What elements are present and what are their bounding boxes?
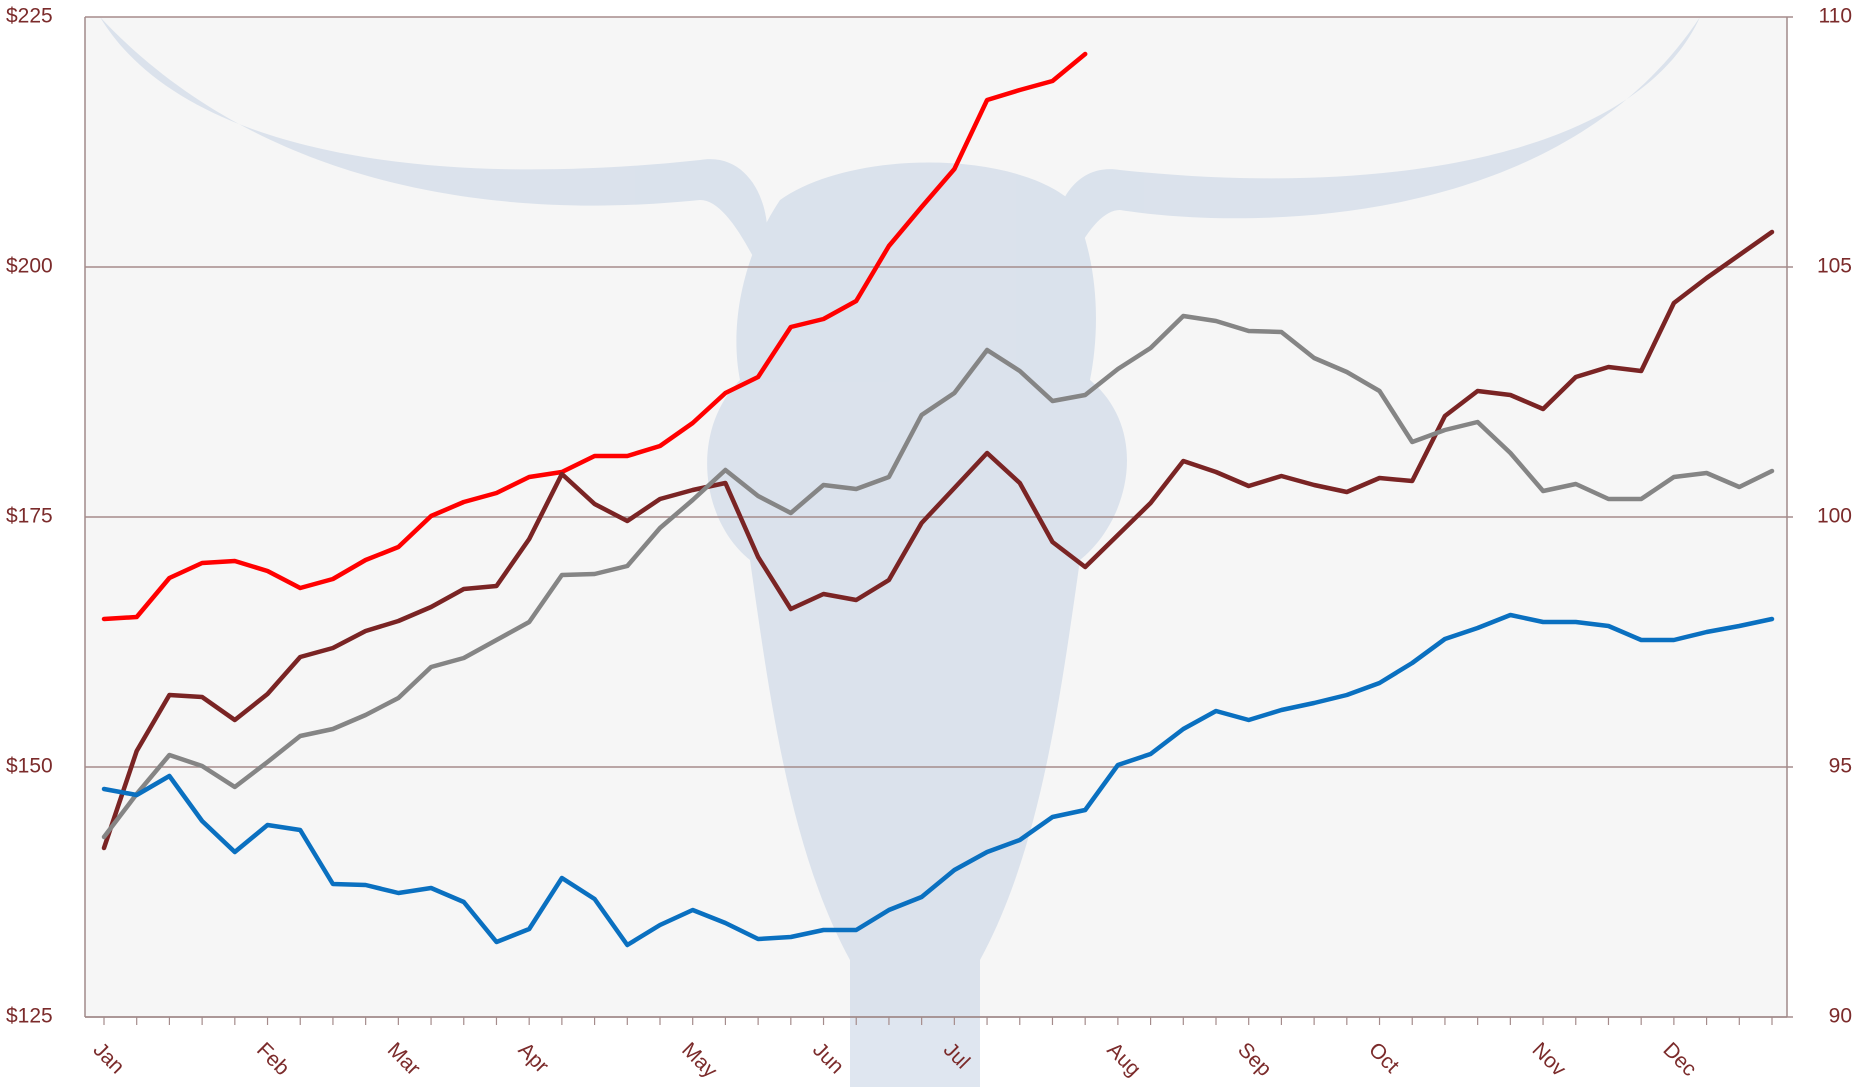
x-tick-label: Oct [1364,1038,1403,1077]
x-tick-label: Mar [383,1038,425,1080]
x-tick-label: Aug [1102,1038,1145,1081]
y2-tick-label: 100 [1817,505,1852,528]
x-tick-label: May [677,1038,722,1083]
line-series [101,313,1775,840]
line-series [101,51,1088,622]
y-tick-label: $225 [6,5,53,28]
y-tick-label: $200 [6,255,53,278]
y-tick-label: $125 [6,1005,53,1028]
y2-tick-label: 105 [1817,255,1852,278]
line-series [101,229,1775,851]
y2-tick-label: 110 [1819,5,1852,28]
x-tick-label: Feb [252,1038,294,1080]
y-tick-label: $175 [6,505,53,528]
x-tick-label: Sep [1233,1038,1276,1081]
x-tick-label: Jun [808,1038,848,1078]
line-series [101,612,1775,948]
y2-tick-label: 95 [1829,755,1852,778]
x-tick-label: Jan [89,1038,129,1078]
y-tick-label: $150 [6,755,53,778]
x-tick-label: Apr [514,1038,553,1077]
x-tick-label: Nov [1528,1038,1571,1081]
background-skull [100,17,1700,1087]
x-tick-label: Dec [1658,1038,1701,1081]
y2-tick-label: 90 [1829,1005,1852,1028]
